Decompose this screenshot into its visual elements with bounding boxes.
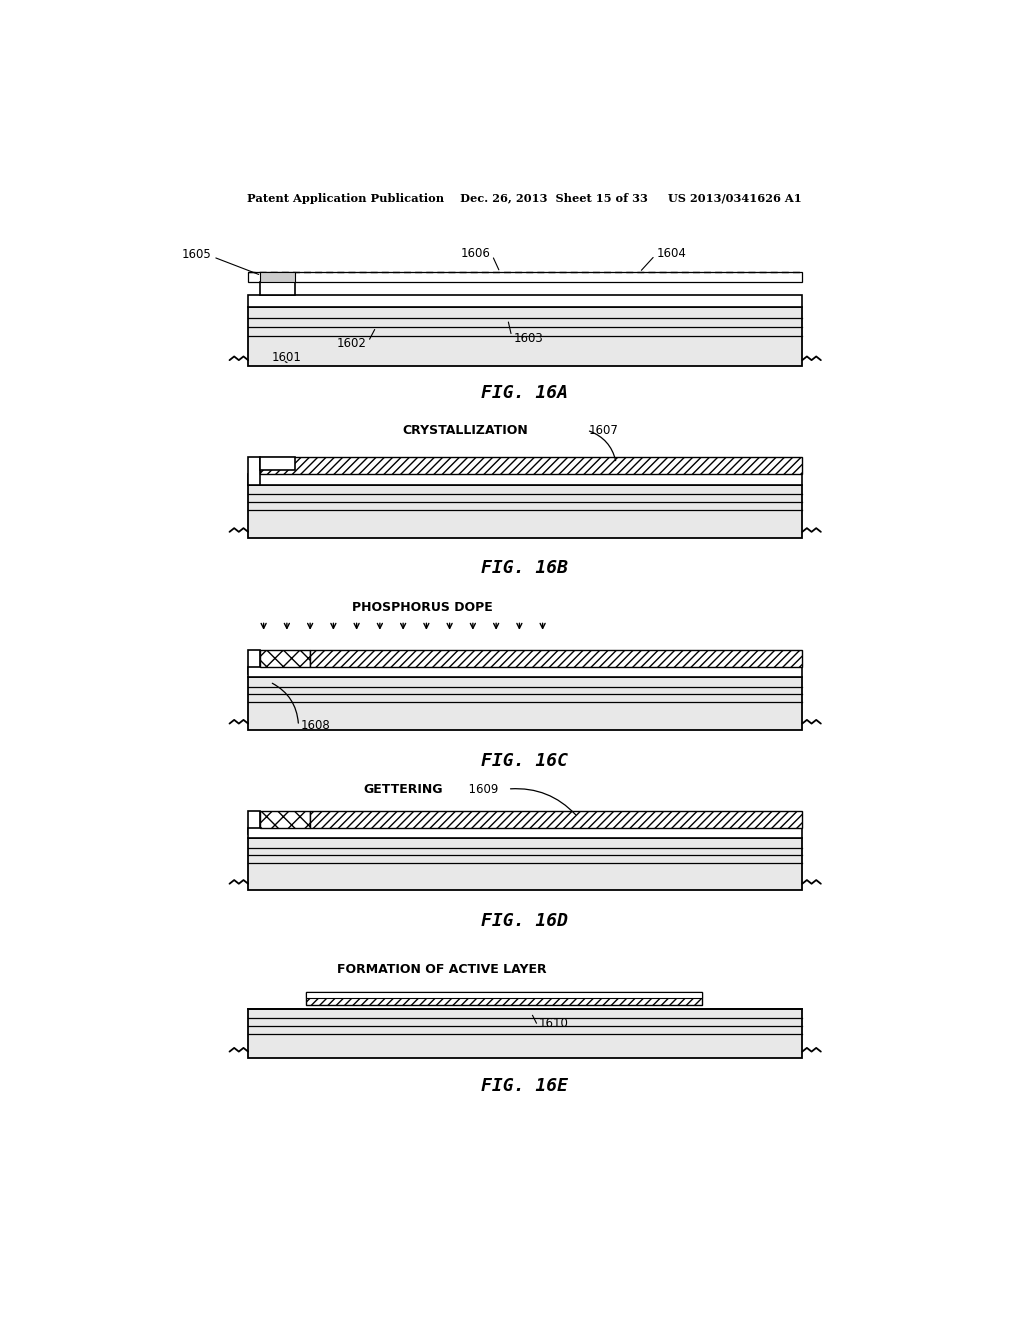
Text: 1606: 1606 [461, 247, 490, 260]
Bar [248, 1010, 802, 1057]
Text: 1601: 1601 [272, 351, 302, 363]
Text: 1607: 1607 [589, 424, 618, 437]
Bar [306, 991, 701, 1006]
Bar [248, 838, 802, 890]
Bar [248, 296, 802, 308]
Text: PHOSPHORUS DOPE: PHOSPHORUS DOPE [352, 601, 493, 614]
Bar [310, 810, 802, 828]
Bar [260, 282, 295, 296]
Bar [248, 677, 802, 730]
Bar [248, 649, 260, 673]
Text: Patent Application Publication    Dec. 26, 2013  Sheet 15 of 33     US 2013/0341: Patent Application Publication Dec. 26, … [248, 193, 802, 205]
Bar [248, 457, 260, 484]
Text: 1610: 1610 [539, 1016, 568, 1030]
Bar [248, 828, 802, 838]
FancyArrowPatch shape [272, 684, 298, 723]
FancyArrowPatch shape [511, 788, 575, 814]
Bar [260, 649, 310, 667]
Text: 1603: 1603 [513, 333, 543, 345]
Text: FIG. 16A: FIG. 16A [481, 384, 568, 403]
Bar [248, 667, 802, 677]
Bar [248, 810, 260, 834]
Bar [248, 308, 802, 367]
Bar [260, 457, 295, 470]
Bar [260, 810, 310, 828]
Text: FIG. 16D: FIG. 16D [481, 912, 568, 929]
Bar [248, 272, 802, 282]
Text: CRYSTALLIZATION: CRYSTALLIZATION [402, 424, 528, 437]
Bar [248, 484, 802, 539]
Text: FORMATION OF ACTIVE LAYER: FORMATION OF ACTIVE LAYER [337, 964, 547, 977]
Bar [260, 272, 295, 282]
Text: FIG. 16C: FIG. 16C [481, 752, 568, 771]
Text: GETTERING: GETTERING [364, 783, 442, 796]
FancyArrowPatch shape [590, 432, 615, 461]
Bar [306, 991, 701, 998]
Text: FIG. 16E: FIG. 16E [481, 1077, 568, 1096]
Text: 1608: 1608 [301, 719, 331, 733]
Text: 1602: 1602 [337, 338, 367, 351]
Text: 1609: 1609 [461, 783, 499, 796]
Bar [260, 457, 802, 474]
Bar [310, 649, 802, 667]
Bar [248, 474, 802, 484]
Text: FIG. 16B: FIG. 16B [481, 560, 568, 577]
Text: 1605: 1605 [182, 248, 212, 261]
Text: 1604: 1604 [656, 247, 686, 260]
